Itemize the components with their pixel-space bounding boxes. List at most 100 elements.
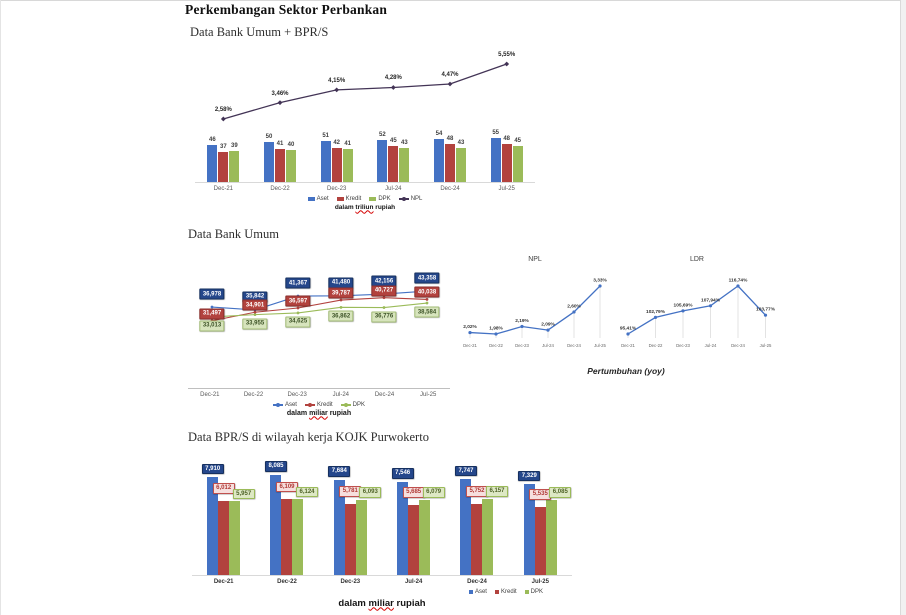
aset-value-label: 41,367 <box>285 277 311 289</box>
bar-value-label: 37 <box>219 144 227 151</box>
bar-group-Dec-22: 8,085 6,109 6,124 <box>255 461 318 575</box>
npl-point-label: 2,58% <box>214 106 232 113</box>
bar-group-Jul-25: 7,329 5,535 6,085 <box>509 463 572 575</box>
line-marker <box>653 315 658 319</box>
caption-pre: dalam <box>338 597 369 609</box>
npl-point-label: 3,46% <box>271 90 289 97</box>
x-label: Dec-22 <box>277 579 297 585</box>
bar-group-Dec-21: 46 37 39 <box>195 50 252 182</box>
bar-kredit: 48 <box>501 136 512 182</box>
aset-swatch <box>307 196 315 201</box>
bar-dpk: 6,085 <box>545 487 572 575</box>
line-marker <box>572 310 576 314</box>
kredit-value-label: 31,497 <box>199 308 225 320</box>
x-label: Dec-24 <box>440 186 460 192</box>
x-label: Dec-23 <box>287 392 307 398</box>
legend-item-aset: Aset <box>307 196 329 202</box>
aset-value-label: 7,747 <box>454 465 477 477</box>
bar-dpk: 40 <box>286 142 296 182</box>
line-marker <box>296 311 300 315</box>
bar-value-label: 43 <box>401 139 408 146</box>
mini-value-label: 116,74% <box>729 278 748 284</box>
mini-line-plot: 2,02% 1,98% 2,19% 2,09% 2,60% 3,33% Dec-21 Dec-… <box>463 278 607 349</box>
line-marker <box>425 298 429 301</box>
legend-label: Kredit <box>500 588 517 595</box>
bar-value-label: 50 <box>265 134 273 140</box>
bar-value-label: 39 <box>230 142 238 149</box>
chart-npl: NPL 2,02% 1,98% 2,19% 2,09% 2,60% 3,33% Dec-21 D… <box>456 256 614 357</box>
line-marker <box>382 296 386 300</box>
bar-value-label: 48 <box>446 135 454 142</box>
npl-line-swatch <box>398 196 409 201</box>
section-title-bank-umum-bprs: Data Bank Umum + BPR/S <box>190 25 329 39</box>
bar-aset: 51 <box>320 133 331 182</box>
bar-group-Dec-24: 7,747 5,752 6,157 <box>445 463 508 575</box>
npl-point-label: 4,47% <box>441 71 459 78</box>
bar-dpk: 39 <box>229 143 240 182</box>
dpk-value-label: 6,124 <box>295 486 318 498</box>
bar-group-Dec-24: 54 48 43 <box>422 50 479 182</box>
bar-aset: 7,684 <box>328 466 351 575</box>
line-marker <box>382 306 386 309</box>
plot-area: 46 37 39 50 41 40 51 42 41 52 45 43 54 48 43 55 48 45 2,5… <box>195 50 535 183</box>
dpk-line-swatch <box>340 402 351 407</box>
kredit-value-label: 40,727 <box>371 285 397 297</box>
kredit-value-label: 5,535 <box>529 488 552 500</box>
kredit-value-label: 6,109 <box>275 481 298 493</box>
unit-caption: dalam triliun rupiah <box>195 204 535 212</box>
caption-pre: dalam <box>334 203 356 211</box>
bar-kredit: 45 <box>388 138 399 182</box>
dpk-value-label: 38,584 <box>414 306 440 318</box>
window-top-border <box>0 0 906 1</box>
x-label: Jul-24 <box>332 392 350 398</box>
x-label: Jul-25 <box>498 186 515 192</box>
line-marker <box>546 328 550 332</box>
line-marker <box>763 313 768 317</box>
unit-caption: dalam miliar rupiah <box>192 598 572 609</box>
mini-x-label: Jul-25 <box>760 343 772 348</box>
x-label: Dec-24 <box>374 392 395 398</box>
dpk-value-label: 36,776 <box>371 311 397 323</box>
aset-value-label: 7,910 <box>201 463 224 475</box>
aset-value-label: 7,684 <box>328 466 351 477</box>
aset-value-label: 8,085 <box>264 461 287 472</box>
caption-unit-word: miliar <box>309 409 328 417</box>
mini-line-plot: 95,41% 102,79% 105,69% 107,94% 116,74% 103,77… <box>620 278 776 349</box>
legend-item-aset: Aset <box>468 589 487 595</box>
mini-chart-title: NPL <box>528 256 542 263</box>
caption-unit-word: miliar <box>368 597 394 609</box>
kredit-swatch <box>336 196 344 201</box>
aset-swatch <box>468 589 473 594</box>
bar-value-label: 45 <box>390 138 397 144</box>
mini-value-label: 103,77% <box>756 307 776 313</box>
mini-polyline <box>627 285 766 335</box>
bar-dpk: 41 <box>342 141 353 182</box>
kredit-line-swatch <box>304 402 315 407</box>
bar-group-Jul-24: 52 45 43 <box>365 50 422 182</box>
line-marker <box>708 304 713 308</box>
bar-aset: 50 <box>264 134 274 182</box>
x-label: Dec-21 <box>200 392 220 398</box>
line-marker <box>681 309 685 313</box>
mini-value-label: 2,09% <box>541 322 555 328</box>
bar-dpk: 45 <box>512 138 523 182</box>
line-marker <box>425 301 429 305</box>
marker-dot <box>402 196 407 201</box>
line-marker <box>626 332 630 336</box>
legend-item-aset: Aset <box>272 402 297 408</box>
mini-chart-title: LDR <box>689 256 704 263</box>
bar-value-label: 43 <box>457 139 465 146</box>
dpk-value-label: 6,093 <box>359 487 382 498</box>
chart-legend: Aset Kredit DPK <box>316 589 696 595</box>
x-label: Jul-25 <box>420 392 437 398</box>
line-marker <box>494 332 498 336</box>
x-axis-labels: Dec-21 Dec-22 Dec-23 Jul-24 Dec-24 Jul-25 <box>195 183 535 193</box>
bar-aset: 7,910 <box>201 463 224 575</box>
line-marker <box>736 284 740 288</box>
legend-label: NPL <box>410 195 423 202</box>
mini-x-label: Dec-21 <box>621 343 635 348</box>
caption-unit-word: triliun <box>355 203 374 211</box>
aset-line-swatch <box>272 402 283 407</box>
line-marker <box>253 313 257 317</box>
